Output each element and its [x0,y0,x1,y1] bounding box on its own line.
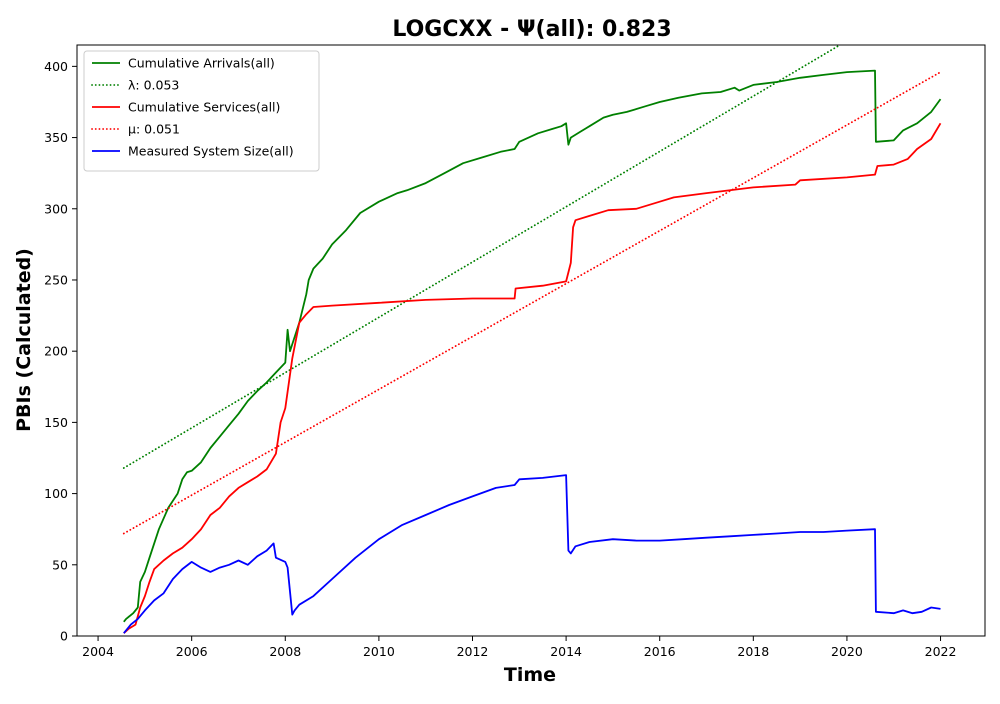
ticks-layer: 2004 2006 2008 2010 2012 2014 2016 2018 2020 2022… [44,59,956,659]
x-tick-label: 2012 [457,644,489,659]
y-tick-label: 300 [44,201,68,216]
y-axis-label: PBIs (Calculated) [13,248,35,432]
x-tick-label: 2010 [363,644,395,659]
x-tick-label: 2020 [831,644,863,659]
chart-title: LOGCXX - Ψ(all): 0.823 [392,17,671,42]
x-tick-label: 2004 [82,644,114,659]
y-tick-label: 250 [44,272,68,287]
y-tick-label: 150 [44,415,68,430]
x-tick-label: 2022 [925,644,957,659]
y-tick-label: 200 [44,344,68,359]
series-layer [122,45,942,634]
legend-label: Cumulative Arrivals(all) [128,56,275,71]
x-tick-label: 2006 [176,644,208,659]
y-tick-label: 0 [60,629,68,644]
series-line-3 [122,71,942,535]
series-line-0 [123,69,942,623]
legend-label: Measured System Size(all) [128,144,294,159]
x-axis-label: Time [504,664,556,686]
legend-box [83,50,320,172]
series-line-4 [123,474,941,634]
x-tick-label: 2008 [269,644,301,659]
legend-label: μ: 0.051 [128,122,180,137]
y-tick-label: 100 [44,486,68,501]
y-tick-label: 350 [44,130,68,145]
x-tick-label: 2018 [737,644,769,659]
y-tick-label: 50 [52,557,68,572]
series-line-2 [123,122,942,634]
x-tick-label: 2016 [644,644,676,659]
plot-frame [76,44,986,637]
y-tick-label: 400 [44,59,68,74]
legend-label: Cumulative Services(all) [128,100,280,115]
legend: Cumulative Arrivals(all) λ: 0.053 Cumulati… [83,50,320,172]
legend-label: λ: 0.053 [128,78,179,93]
x-tick-label: 2014 [550,644,582,659]
